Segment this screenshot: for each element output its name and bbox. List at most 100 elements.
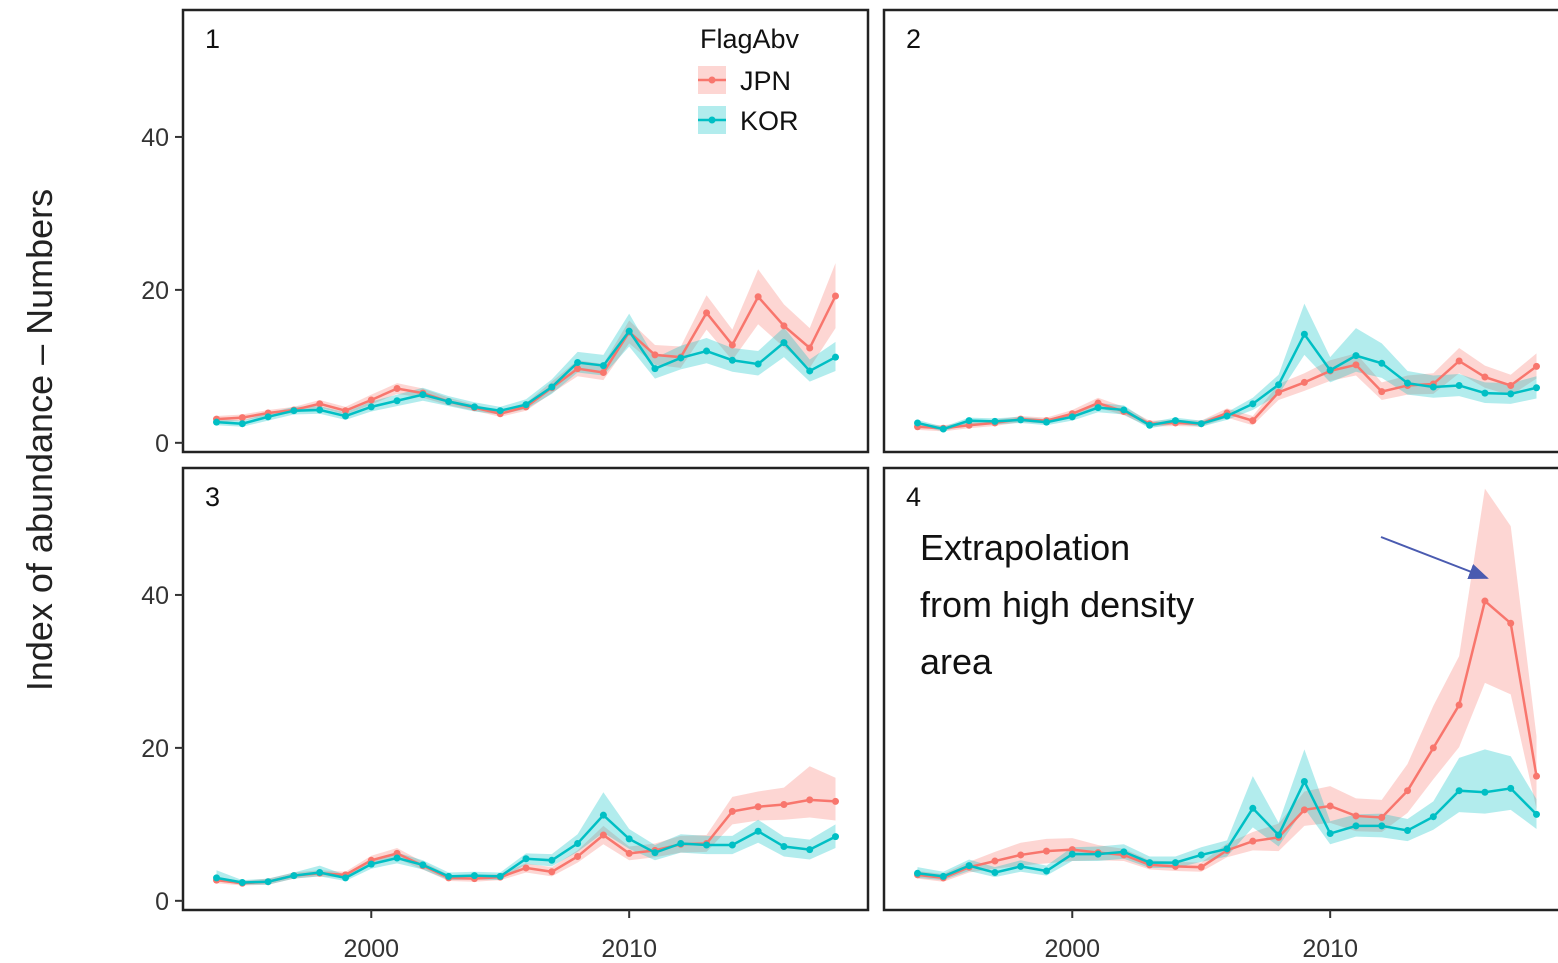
point — [806, 367, 814, 375]
point — [1300, 378, 1308, 386]
point — [1404, 379, 1412, 387]
point — [677, 354, 685, 362]
point — [341, 412, 349, 420]
point — [1249, 837, 1257, 845]
point — [1533, 772, 1541, 780]
point — [1042, 418, 1050, 426]
point — [1404, 787, 1412, 795]
point — [238, 414, 246, 422]
point — [445, 398, 453, 406]
point — [1507, 619, 1515, 627]
legend-title: FlagAbv — [700, 24, 800, 54]
panel-border — [181, 8, 870, 454]
point — [1146, 859, 1154, 867]
point — [1326, 366, 1334, 374]
point — [1481, 389, 1489, 397]
point — [1481, 788, 1489, 796]
point — [806, 796, 814, 804]
point — [728, 841, 736, 849]
point — [1094, 850, 1102, 858]
point — [780, 322, 788, 330]
legend-dot — [708, 116, 716, 124]
point — [1300, 806, 1308, 814]
point — [754, 293, 762, 301]
point — [1533, 384, 1541, 392]
point — [419, 861, 427, 869]
point — [939, 425, 947, 433]
annotation: area — [920, 641, 993, 682]
point — [832, 353, 840, 361]
point — [1120, 406, 1128, 414]
point — [651, 365, 659, 373]
point — [1068, 850, 1076, 858]
point — [832, 797, 840, 805]
point — [1429, 813, 1437, 821]
point — [393, 385, 401, 393]
legend-label: JPN — [740, 66, 791, 96]
point — [1326, 830, 1334, 838]
point — [1404, 826, 1412, 834]
point — [1249, 400, 1257, 408]
point — [1455, 787, 1463, 795]
point — [316, 400, 324, 408]
point — [1507, 390, 1515, 398]
point — [806, 846, 814, 854]
point — [1455, 381, 1463, 389]
point — [1275, 388, 1283, 396]
point — [393, 397, 401, 405]
point — [470, 872, 478, 880]
point — [651, 351, 659, 359]
point — [1378, 813, 1386, 821]
point — [780, 339, 788, 347]
point — [1429, 383, 1437, 391]
annotation-arrow — [1380, 536, 1489, 579]
point — [1378, 359, 1386, 367]
point — [1378, 822, 1386, 830]
point — [1042, 867, 1050, 875]
point — [939, 872, 947, 880]
point — [1481, 373, 1489, 381]
point — [625, 835, 633, 843]
point — [832, 833, 840, 841]
panel-label: 4 — [906, 482, 921, 512]
point — [1533, 362, 1541, 370]
y-tick-label: 20 — [141, 277, 169, 305]
panel — [914, 303, 1541, 433]
point — [728, 356, 736, 364]
point — [445, 872, 453, 880]
point — [1094, 404, 1102, 412]
point — [1146, 421, 1154, 429]
panel-label: 3 — [205, 482, 220, 512]
point — [1223, 412, 1231, 420]
point — [264, 878, 272, 886]
point — [574, 852, 582, 860]
confidence-band — [917, 303, 1537, 432]
point — [754, 803, 762, 811]
point — [238, 878, 246, 886]
point — [548, 868, 556, 876]
legend-label: KOR — [740, 106, 799, 136]
point — [1171, 417, 1179, 425]
point — [1068, 413, 1076, 421]
point — [1171, 859, 1179, 867]
point — [341, 874, 349, 882]
point — [1481, 597, 1489, 605]
point — [367, 860, 375, 868]
point — [728, 341, 736, 349]
point — [316, 869, 324, 877]
point — [780, 843, 788, 851]
point — [1352, 361, 1360, 369]
x-tick-label: 2010 — [1302, 935, 1358, 963]
point — [1197, 851, 1205, 859]
point — [1352, 812, 1360, 820]
point — [754, 360, 762, 368]
point — [754, 827, 762, 835]
point — [341, 407, 349, 415]
point — [599, 368, 607, 376]
confidence-band — [216, 766, 836, 886]
panel-label: 1 — [205, 24, 220, 54]
point — [290, 407, 298, 415]
point — [238, 420, 246, 428]
point — [1533, 810, 1541, 818]
